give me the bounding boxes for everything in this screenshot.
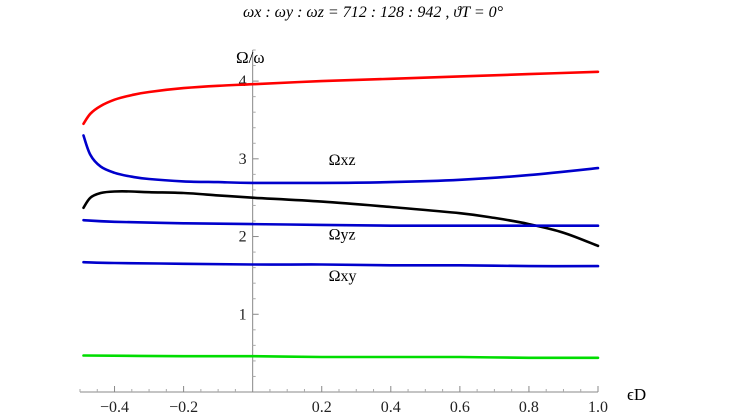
series-line [82, 260, 600, 268]
x-tick-label: −0.2 [169, 399, 198, 415]
series-line [82, 190, 600, 248]
x-tick-label: 0.2 [312, 399, 332, 415]
annotation-group: Ωxz Ωyz Ωxy [329, 152, 357, 285]
series-line [82, 218, 600, 228]
x-tick-label: 1.0 [588, 399, 608, 415]
x-tick-label: −0.4 [100, 399, 129, 415]
series-line [82, 134, 600, 185]
y-tick-label: 2 [239, 229, 247, 246]
y-tick-label: 4 [239, 73, 247, 90]
series-group [82, 70, 600, 360]
axes: −0.4 −0.2 0.2 0.4 0.6 0.8 1.0 1 2 3 4 [79, 49, 608, 415]
x-tick-label: 0.4 [381, 399, 401, 415]
series-line [82, 354, 600, 360]
series-label: Ωxy [329, 268, 357, 285]
y-axis-title: Ω/ω [236, 48, 265, 67]
chart-title: ωx : ωy : ωz = 712 : 128 : 942 , ϑT = 0° [243, 4, 504, 21]
x-tick-label: 0.8 [519, 399, 539, 415]
y-tick-label: 1 [239, 306, 247, 323]
x-tick-label: 0.6 [450, 399, 470, 415]
x-axis-title: ϵD [627, 385, 646, 404]
series-label: Ωxz [329, 152, 356, 169]
y-tick-label: 3 [239, 151, 247, 168]
series-line [82, 70, 600, 126]
series-label: Ωyz [329, 227, 356, 244]
